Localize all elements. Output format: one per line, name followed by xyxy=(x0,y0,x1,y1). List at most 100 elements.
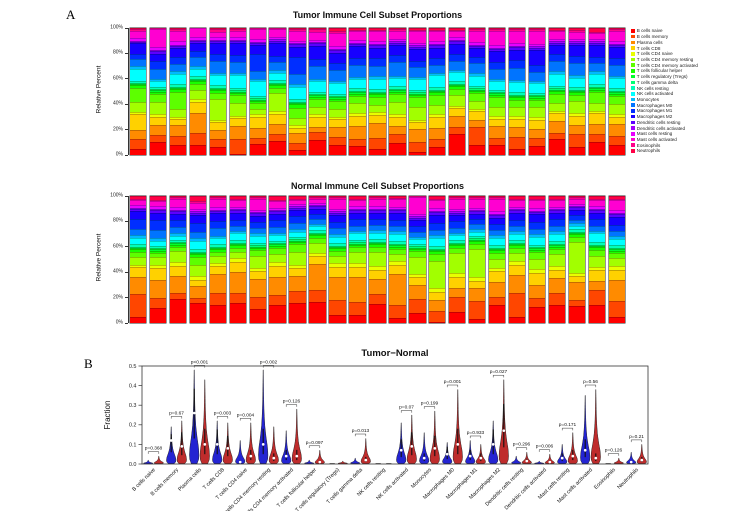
bar-segment xyxy=(129,264,147,268)
bar-segment xyxy=(269,226,286,233)
median-dot xyxy=(594,456,598,460)
bar-segment xyxy=(149,86,167,90)
bar-segment xyxy=(548,132,566,140)
bar-segment xyxy=(209,207,226,210)
bar-segment xyxy=(169,83,187,87)
bar-segment xyxy=(229,293,246,303)
bar-segment xyxy=(349,64,366,77)
bar-segment xyxy=(189,40,207,44)
bar-segment xyxy=(488,92,506,94)
bar-segment xyxy=(429,47,446,59)
bar-segment xyxy=(528,273,546,286)
bar-segment xyxy=(329,33,346,47)
bar-segment xyxy=(528,307,546,323)
bar-segment xyxy=(209,249,226,252)
bar-segment xyxy=(309,114,326,117)
bar-segment xyxy=(588,102,606,111)
violin-shape xyxy=(590,389,601,464)
bar-segment xyxy=(289,199,306,204)
legend-item: Mast cells activated xyxy=(631,137,698,143)
bar-segment xyxy=(568,124,586,135)
bar-segment xyxy=(309,42,326,44)
violin-shape xyxy=(567,432,578,464)
normal-barchart-ylabel: Relative Percent xyxy=(95,233,103,282)
legend-label: Eosinophils xyxy=(636,142,661,148)
stacked-bar xyxy=(349,28,366,155)
bar-segment xyxy=(129,40,147,43)
bar-segment xyxy=(369,303,386,323)
y-tick-label: 60% xyxy=(112,243,123,250)
bar-segment xyxy=(568,196,586,198)
bar-segment xyxy=(389,273,406,305)
legend-label: Macrophages M2 xyxy=(636,114,673,120)
bar-segment xyxy=(508,79,526,83)
bar-segment xyxy=(449,227,466,233)
bar-segment xyxy=(528,236,546,245)
bar-segment xyxy=(169,119,187,125)
bar-segment xyxy=(189,43,207,51)
bar-segment xyxy=(329,263,346,268)
bar-segment xyxy=(289,241,306,245)
bar-segment xyxy=(329,227,346,235)
bar-segment xyxy=(488,145,506,155)
normal-barchart-yaxis: 0% 20% 40% 60% 80% 100% xyxy=(104,193,129,325)
stacked-bar xyxy=(588,28,606,155)
bar-segment xyxy=(389,42,406,46)
bar-segment xyxy=(608,96,626,104)
median-dot xyxy=(491,443,495,446)
bar-segment xyxy=(309,95,326,97)
legend-label: T cells follicular helper xyxy=(636,68,683,74)
bar-segment xyxy=(588,84,606,88)
bar-segment xyxy=(369,210,386,213)
bar-segment xyxy=(289,44,306,47)
bar-segment xyxy=(269,232,286,236)
bar-segment xyxy=(369,269,386,279)
bar-segment xyxy=(369,218,386,226)
bar-segment xyxy=(289,127,306,133)
bar-segment xyxy=(149,47,167,50)
bar-segment xyxy=(508,127,526,138)
bar-segment xyxy=(608,103,626,114)
bar-segment xyxy=(329,30,346,34)
bar-segment xyxy=(469,288,486,302)
median-dot xyxy=(180,445,184,448)
bar-segment xyxy=(588,196,606,199)
bar-segment xyxy=(389,29,406,31)
bar-segment xyxy=(369,212,386,219)
bar-segment xyxy=(189,208,207,212)
bar-segment xyxy=(129,244,147,247)
bar-segment xyxy=(209,43,226,54)
bar-segment xyxy=(389,210,406,214)
bar-segment xyxy=(149,53,167,62)
bar-segment xyxy=(369,91,386,93)
bar-segment xyxy=(508,97,526,100)
bar-segment xyxy=(149,238,167,241)
bar-segment xyxy=(409,284,426,300)
bar-segment xyxy=(309,39,326,43)
bar-segment xyxy=(209,28,226,30)
bar-segment xyxy=(329,97,346,99)
bar-segment xyxy=(249,246,266,248)
bar-segment xyxy=(409,60,426,68)
p-value-label: p=0.171 xyxy=(559,422,577,428)
bar-segment xyxy=(588,256,606,267)
median-dot xyxy=(203,443,207,446)
bar-segment xyxy=(189,28,207,38)
bar-segment xyxy=(528,96,546,98)
bar-segment xyxy=(488,51,506,62)
bar-segment xyxy=(548,219,566,226)
bar-segment xyxy=(488,271,506,282)
bar-segment xyxy=(528,28,546,30)
bar-segment xyxy=(528,47,546,51)
bar-segment xyxy=(229,90,246,92)
bar-segment xyxy=(189,249,207,252)
bar-segment xyxy=(209,99,226,120)
bar-segment xyxy=(129,267,147,278)
stacked-bar xyxy=(289,196,306,323)
legend-swatch-icon xyxy=(631,74,635,79)
bar-segment xyxy=(469,44,486,46)
median-dot xyxy=(548,460,552,464)
bar-segment xyxy=(449,247,466,253)
bar-segment xyxy=(528,234,546,237)
bar-segment xyxy=(429,310,446,322)
